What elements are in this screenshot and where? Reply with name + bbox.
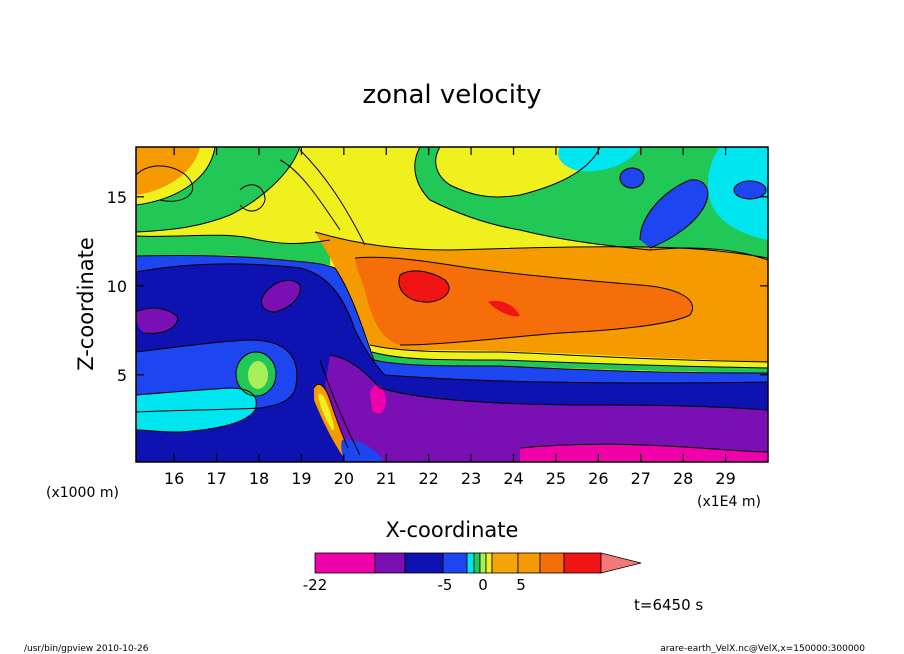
field-yellow-lower-cell xyxy=(248,361,268,389)
colorbar-extend-arrow xyxy=(600,552,642,574)
y-axis-label: Z-coordinate xyxy=(74,237,98,371)
x-tick-label: 18 xyxy=(249,469,269,488)
x-tick-label: 25 xyxy=(546,469,566,488)
field-purple-lower xyxy=(325,355,768,462)
y-tick-label: 5 xyxy=(117,366,127,385)
x-tick-label: 28 xyxy=(673,469,693,488)
x-unit-left: (x1000 m) xyxy=(46,485,119,501)
x-tick-label: 26 xyxy=(588,469,608,488)
y-tick-label: 15 xyxy=(107,188,127,207)
x-tick-label: 24 xyxy=(503,469,523,488)
field-green-transition xyxy=(372,352,768,373)
colorbar-segment xyxy=(517,552,541,574)
colorbar-segment xyxy=(404,552,444,574)
field-green-plume xyxy=(136,147,300,232)
field-yellow-upper-right xyxy=(435,147,600,197)
x-tick-label: 19 xyxy=(291,469,311,488)
field-purple-left xyxy=(136,308,178,334)
field-plume-blue xyxy=(341,439,382,462)
y-axis: 5 10 15 xyxy=(107,188,768,385)
field-magenta-cell xyxy=(370,385,386,414)
chart-title: zonal velocity xyxy=(362,80,541,110)
contour-lines xyxy=(136,147,768,456)
colorbar-segment xyxy=(314,552,376,574)
x-tick-label: 29 xyxy=(715,469,735,488)
field-blue-cell-2 xyxy=(734,181,766,199)
x-unit-right: (x1E4 m) xyxy=(697,494,761,510)
field-purple-cell xyxy=(261,280,301,312)
colorbar-tick-label: -5 xyxy=(438,576,453,594)
footer-right: arare-earth_VelX.nc@VelX,x=150000:300000 xyxy=(660,644,865,654)
x-tick-label: 22 xyxy=(418,469,438,488)
plot-frame xyxy=(135,146,769,463)
field-green-band xyxy=(136,235,330,265)
colorbar-segment xyxy=(485,552,493,574)
x-tick-label: 20 xyxy=(334,469,354,488)
colorbar-segment xyxy=(539,552,565,574)
field-upper-orange-left xyxy=(136,147,200,195)
colorbar-tick-label: 0 xyxy=(478,576,488,594)
x-tick-label: 27 xyxy=(631,469,651,488)
field-plume-yellow xyxy=(318,393,335,431)
x-axis-label: X-coordinate xyxy=(386,518,519,542)
x-tick-label: 21 xyxy=(376,469,396,488)
footer-left: /usr/bin/gpview 2010-10-26 xyxy=(24,644,149,654)
x-tick-label: 16 xyxy=(164,469,184,488)
field-yellow-transition xyxy=(370,345,768,368)
colorbar xyxy=(314,552,642,574)
colorbar-segment xyxy=(563,552,602,574)
field-blue-right-loop xyxy=(640,179,708,248)
field-cyan-patch xyxy=(558,147,640,172)
x-tick-label: 17 xyxy=(206,469,226,488)
colorbar-segment xyxy=(374,552,406,574)
colorbar-segment xyxy=(473,552,481,574)
colorbar-segment xyxy=(466,552,475,574)
colorbar-segment xyxy=(479,552,487,574)
x-axis: 16 17 18 19 20 21 22 23 24 25 26 27 28 29 xyxy=(164,147,736,488)
field-blue-cell-1 xyxy=(620,168,644,188)
x-tick-label: 23 xyxy=(461,469,481,488)
colorbar-tick-label: -22 xyxy=(303,576,328,594)
field-red-small xyxy=(488,300,520,317)
field-red-core xyxy=(399,270,450,303)
y-tick-label: 10 xyxy=(107,277,127,296)
colorbar-ticks: -22 -5 0 5 xyxy=(303,576,526,594)
colorbar-tick-label: 5 xyxy=(516,576,526,594)
colorbar-segment xyxy=(442,552,468,574)
contour-field xyxy=(136,147,768,462)
colorbar-segment xyxy=(491,552,519,574)
time-annotation: t=6450 s xyxy=(634,596,703,614)
